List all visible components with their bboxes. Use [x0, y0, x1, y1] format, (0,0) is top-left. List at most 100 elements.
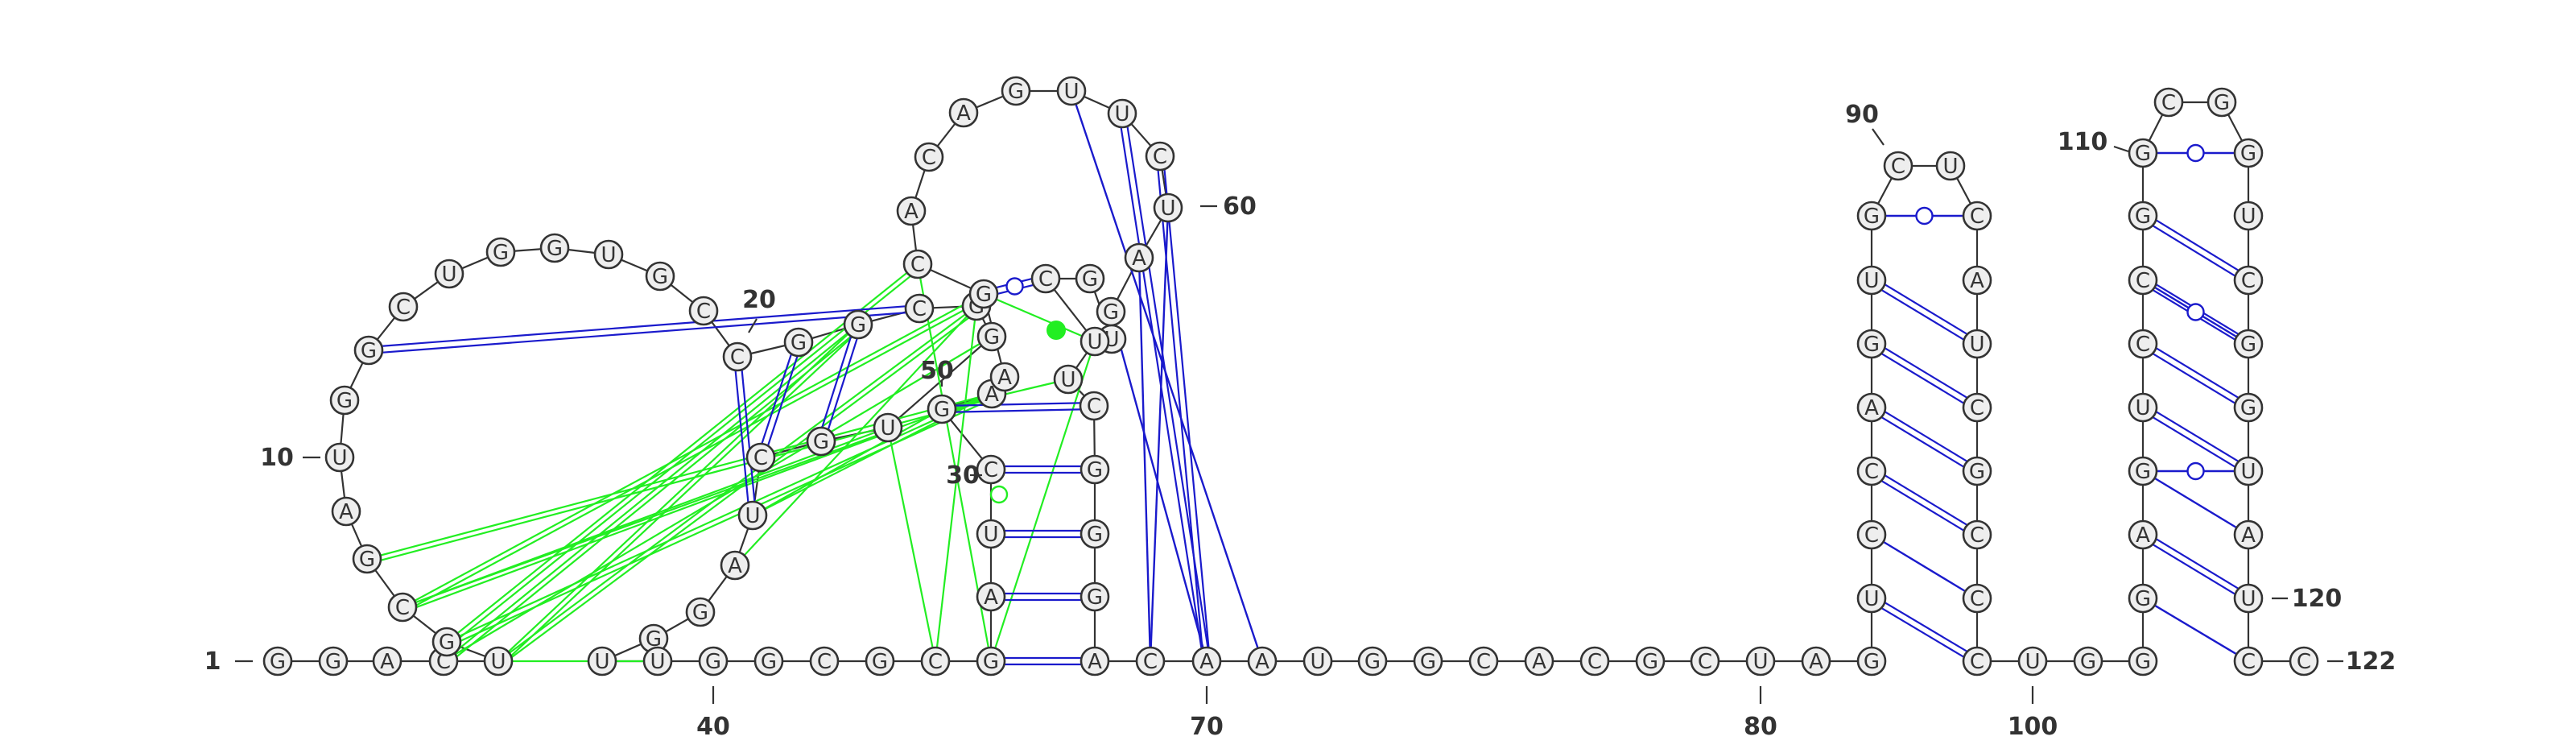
nucleotide: U — [485, 647, 512, 675]
nucleotide-letter: C — [1891, 155, 1905, 179]
base-pair-line — [2155, 478, 2237, 528]
nucleotide: U — [1055, 366, 1082, 393]
nucleotide-letter: C — [1864, 460, 1879, 484]
nucleotide: G — [2235, 394, 2262, 421]
nucleotide: G — [970, 280, 997, 308]
nucleotide: G — [700, 647, 727, 675]
nucleotide-letter: U — [1087, 330, 1102, 354]
base-pair-line — [2153, 544, 2235, 594]
nucleotide-letter: U — [1060, 368, 1075, 392]
nucleotide: C — [1963, 394, 1991, 421]
nucleotide: U — [2235, 202, 2262, 230]
nucleotide-letter: U — [1752, 650, 1768, 674]
nucleotide: G — [2235, 139, 2262, 167]
nucleotide: U — [1058, 77, 1085, 105]
nucleotide: G — [1858, 202, 1885, 230]
nucleotide-letter: U — [2240, 587, 2256, 611]
nucleotide-letter: A — [1199, 650, 1214, 674]
nucleotide-letter: G — [1642, 650, 1658, 674]
base-pair-line — [2155, 606, 2237, 655]
nucleotide: G — [331, 387, 358, 414]
nucleotide: G — [807, 428, 835, 455]
nucleotide: C — [1146, 143, 1174, 170]
nucleotide-letter: A — [2136, 523, 2150, 548]
nucleotide: C — [1080, 392, 1108, 420]
nucleotide-letter: C — [2297, 650, 2311, 674]
nucleotide-letter: U — [490, 650, 506, 674]
nucleotide: C — [724, 343, 751, 370]
nucleotide-letter: G — [850, 313, 866, 337]
nucleotide: A — [1249, 647, 1276, 675]
nucleotide: U — [2129, 394, 2157, 421]
nucleotide: C — [977, 456, 1005, 483]
base-pair-line — [382, 306, 906, 345]
nucleotide-letter: U — [594, 650, 609, 674]
nucleotide-letter: C — [984, 458, 998, 482]
nucleotide: C — [915, 143, 943, 171]
nucleotide-letter: A — [1088, 650, 1102, 674]
position-tick — [749, 319, 757, 333]
nucleotide-letter: C — [912, 297, 927, 321]
nucleotide-letter: G — [2240, 142, 2256, 166]
nucleotide: A — [991, 363, 1018, 391]
nucleotide-letter: G — [325, 650, 341, 674]
position-label-1: 1 — [204, 647, 253, 676]
nucleotide-letter: A — [2241, 523, 2256, 548]
nucleotide-letter: C — [1587, 650, 1602, 674]
position-label-100: 100 — [2008, 686, 2058, 741]
nucleotide-letter: U — [650, 650, 665, 674]
nucleotide-letter: A — [997, 366, 1012, 390]
nucleotide: C — [1963, 521, 1991, 548]
nucleotide: U — [1963, 330, 1991, 358]
nucleotide-letter: U — [2240, 205, 2256, 229]
nucleotide-letter: A — [380, 650, 394, 674]
nucleotide-letter: G — [2135, 142, 2151, 166]
nucleotide: G — [2129, 202, 2157, 230]
nucleotide: C — [2155, 89, 2182, 116]
position-number: 110 — [2058, 128, 2108, 156]
nucleotide-letter: U — [745, 504, 760, 528]
base-pair-line — [2157, 412, 2239, 461]
base-pair-line — [1885, 284, 1967, 333]
nucleotide: A — [1802, 647, 1830, 675]
nucleotide: G — [541, 234, 568, 262]
nucleotide: C — [1963, 202, 1991, 230]
nucleotide: G — [2074, 647, 2102, 675]
nucleotide: U — [644, 647, 671, 675]
nucleotide-letter: C — [396, 296, 411, 320]
nucleotide: A — [977, 583, 1005, 610]
position-label-120: 120 — [2272, 585, 2342, 613]
nucleotide-letter: G — [336, 389, 353, 413]
nucleotide-letter: G — [2080, 650, 2096, 674]
nucleotide: A — [1963, 267, 1991, 294]
nucleotide-letter: C — [395, 596, 410, 620]
position-label-90: 90 — [1845, 101, 1884, 145]
nucleotide: A — [1193, 647, 1220, 675]
nucleotide-letter: C — [2241, 269, 2256, 293]
nucleotide-letter: U — [1114, 102, 1129, 126]
position-number: 20 — [742, 286, 776, 314]
base-pair-line — [1885, 412, 1967, 461]
nucleotide: A — [898, 197, 925, 225]
nucleotide-letter: C — [1970, 650, 1984, 674]
nucleotide: C — [1470, 647, 1497, 675]
nucleotide: G — [1097, 298, 1125, 325]
base-pairs — [382, 104, 2239, 664]
nucleotide: C — [922, 647, 949, 675]
nucleotide-letter: U — [1942, 155, 1958, 179]
nucleotide: G — [320, 647, 347, 675]
position-label-80: 80 — [1744, 686, 1777, 741]
nucleotide: C — [1858, 457, 1885, 485]
nucleotide: U — [326, 444, 353, 471]
nucleotide: A — [1525, 647, 1553, 675]
nucleotide: U — [595, 241, 622, 268]
nucleotide: A — [1125, 244, 1153, 271]
nucleotide: U — [1747, 647, 1774, 675]
base-pair-line — [1884, 542, 1966, 591]
tertiary-line — [444, 337, 992, 661]
position-number: 40 — [696, 713, 730, 741]
position-label-122: 122 — [2327, 647, 2396, 676]
nucleotide: G — [2129, 585, 2157, 612]
nucleotide: G — [487, 238, 514, 266]
nucleotide: G — [646, 263, 674, 290]
